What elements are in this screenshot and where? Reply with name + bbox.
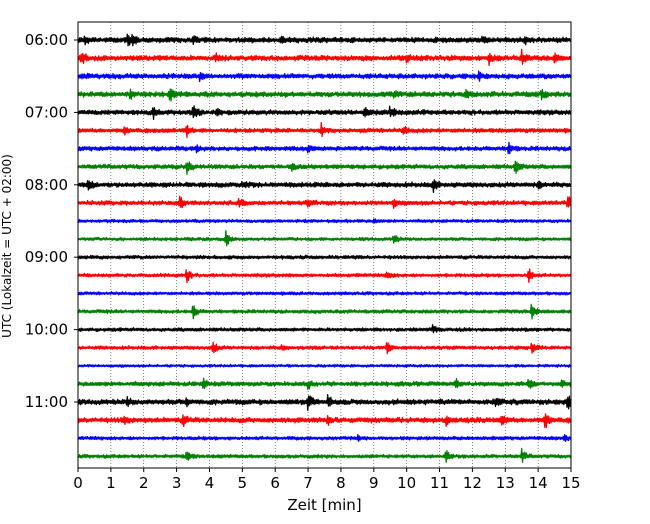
trace-1145 [77,447,572,463]
x-tick-label: 7 [303,474,313,492]
x-tick-label: 8 [336,474,346,492]
y-tick-label: 10:00 [25,321,68,339]
trace-0745 [77,160,572,175]
trace-0900 [77,254,572,260]
trace-0645 [77,88,572,102]
trace-0845 [77,230,572,247]
x-tick-label: 14 [529,474,548,492]
x-tick-label: 5 [238,474,248,492]
x-tick-label: 6 [270,474,280,492]
trace-1115 [77,413,572,429]
trace-0600 [77,33,572,47]
trace-1015 [77,341,572,355]
trace-0815 [77,195,572,209]
trace-0800 [77,179,572,193]
trace-0945 [77,303,572,320]
trace-1130 [77,433,572,442]
x-tick-label: 12 [463,474,482,492]
trace-0700 [77,105,572,120]
x-tick-label: 13 [496,474,515,492]
x-tick-label: 4 [205,474,215,492]
y-axis-ticks: 06:00 07:00 08:00 09:00 10:00 11:00 [25,31,78,411]
minute-grid [110,22,539,468]
y-tick-label: 08:00 [25,176,68,194]
x-axis-ticks: 0 1 2 3 4 5 6 7 8 9 10 11 12 13 14 15 [73,468,581,492]
trace-0715 [77,122,572,138]
trace-1100 [77,394,572,411]
y-tick-label: 11:00 [25,393,68,411]
plot-frame [77,21,572,469]
x-tick-label: 15 [561,474,580,492]
trace-group [77,33,572,463]
x-tick-label: 3 [172,474,182,492]
y-tick-label: 09:00 [25,248,68,266]
trace-1000 [77,324,572,334]
x-tick-label: 1 [106,474,116,492]
y-tick-label: 07:00 [25,103,68,121]
x-tick-label: 11 [430,474,449,492]
trace-0930 [77,291,572,296]
trace-0630 [77,70,572,83]
trace-0730 [77,141,572,155]
x-tick-label: 0 [73,474,83,492]
trace-1030 [77,363,572,368]
trace-0830 [77,218,572,224]
x-tick-label: 2 [139,474,149,492]
trace-0615 [77,48,572,67]
trace-0915 [77,268,572,284]
trace-1045 [77,377,572,391]
x-tick-label: 9 [369,474,379,492]
x-tick-label: 10 [397,474,416,492]
y-axis-label: UTC (Lokalzeit = UTC + 02:00) [0,154,14,338]
y-tick-label: 06:00 [25,31,68,49]
x-axis-label: Zeit [min] [287,496,361,514]
